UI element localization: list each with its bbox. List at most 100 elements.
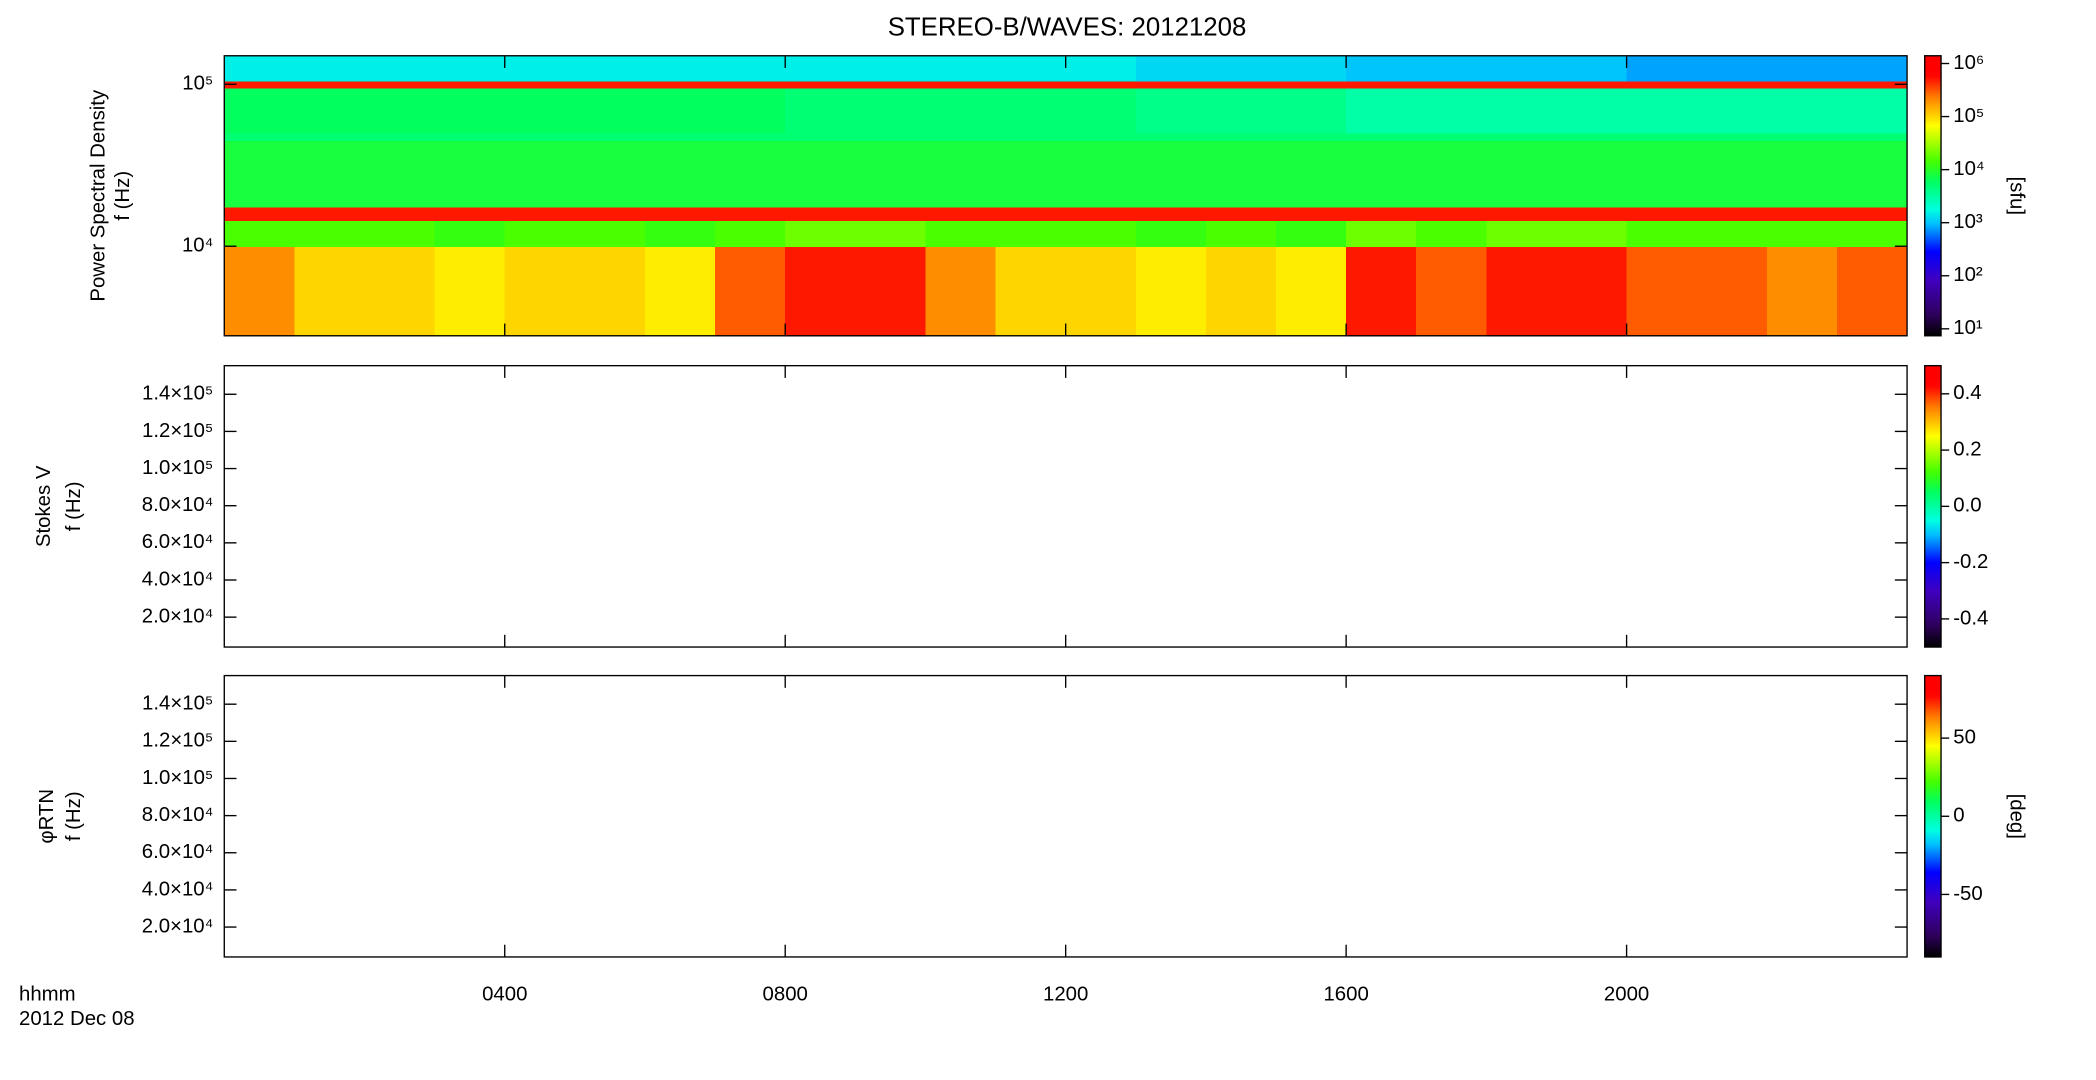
heatmap-cell: [364, 140, 436, 208]
heatmap-cell: [504, 133, 576, 142]
heatmap-cell: [294, 87, 366, 134]
x-tick-label: 2000: [1604, 983, 1649, 1005]
heatmap-cell: [1276, 133, 1347, 142]
heatmap-cell: [434, 220, 506, 247]
heatmap-cell: [925, 55, 997, 82]
heatmap-cell: [785, 246, 857, 337]
heatmap-cell: [294, 133, 366, 142]
heatmap-cell: [1836, 133, 1908, 142]
colorbar-tick-label: 0: [1953, 805, 1964, 827]
colorbar-tick-label: 10¹: [1953, 317, 1983, 339]
heatmap-cell: [855, 133, 927, 142]
heatmap-cell: [855, 80, 927, 89]
heatmap-cell: [1276, 80, 1347, 89]
heatmap-cell: [855, 206, 927, 221]
heatmap-cell: [1766, 140, 1838, 208]
heatmap-cell: [1836, 140, 1908, 208]
heatmap-cell: [1486, 206, 1558, 221]
x-axis-date: 2012 Dec 08: [19, 1008, 135, 1030]
heatmap-cell: [1626, 206, 1698, 221]
heatmap-cell: [1416, 220, 1488, 247]
heatmap-cell: [1205, 206, 1277, 221]
y-tick-label: 10⁵: [182, 73, 213, 95]
heatmap-cell: [504, 87, 576, 134]
heatmap-cell: [925, 80, 997, 89]
panel: 10⁴ 10⁵ Power Spectral Density f (Hz) 10¹ 10²…: [88, 52, 2028, 339]
heatmap-cell: [434, 87, 506, 134]
heatmap-cell: [995, 133, 1067, 142]
heatmap-cell: [1416, 140, 1488, 208]
colorbar-tick-label: 0.2: [1953, 438, 1981, 460]
heatmap-cell: [1416, 80, 1488, 89]
heatmap-cell: [224, 133, 296, 142]
y-tick-label: 1.0×10⁵: [142, 767, 213, 789]
heatmap-cell: [1135, 80, 1207, 89]
colorbar-label: [sfu]: [2005, 177, 2027, 216]
heatmap-cell: [364, 246, 436, 337]
y-tick-label: 8.0×10⁴: [142, 804, 214, 826]
heatmap-cell: [1556, 133, 1628, 142]
y-axis-label: Power Spectral Density: [88, 89, 110, 302]
heatmap-cell: [1346, 220, 1417, 247]
heatmap-cell: [1416, 55, 1488, 82]
heatmap-cell: [1416, 206, 1488, 221]
heatmap-cell: [1626, 87, 1698, 134]
heatmap-cell: [1626, 246, 1698, 337]
colorbar-tick-label: 10⁶: [1953, 52, 1984, 74]
heatmap-cell: [925, 87, 997, 134]
heatmap-cell: [715, 220, 786, 247]
y-axis-label: φRTN: [36, 789, 58, 844]
heatmap-cell: [1346, 87, 1417, 134]
y-tick-label: 1.4×10⁵: [142, 693, 213, 715]
heatmap-cell: [364, 87, 436, 134]
y-axis-label: f (Hz): [63, 481, 85, 531]
heatmap-cell: [434, 133, 506, 142]
heatmap-cell: [644, 87, 716, 134]
panel: 2.0×10⁴ 4.0×10⁴ 6.0×10⁴ 8.0×10⁴ 1.0×10⁵ 1.2×1…: [33, 364, 1988, 648]
heatmap-cell: [434, 140, 506, 208]
heatmap-cell: [504, 220, 576, 247]
heatmap-cell: [785, 80, 857, 89]
colorbar: [1924, 674, 1942, 958]
heatmap-cell: [1205, 80, 1277, 89]
heatmap-cell: [1556, 246, 1628, 337]
heatmap-cell: [574, 133, 646, 142]
heatmap-cell: [1135, 220, 1207, 247]
heatmap-cell: [1276, 206, 1347, 221]
y-tick-label: 8.0×10⁴: [142, 494, 214, 516]
heatmap-cell: [1416, 87, 1488, 134]
heatmap-cell: [925, 246, 997, 337]
heatmap-cell: [574, 246, 646, 337]
colorbar-tick-label: 10⁵: [1953, 105, 1984, 127]
heatmap-cell: [1276, 246, 1347, 337]
heatmap-cell: [294, 55, 366, 82]
heatmap-cell: [995, 87, 1067, 134]
chart-title: STEREO-B/WAVES: 20121208: [888, 13, 1247, 41]
heatmap-cell: [995, 220, 1067, 247]
y-axis-label: Stokes V: [33, 465, 55, 547]
heatmap-cell: [1556, 80, 1628, 89]
x-tick-label: 0400: [482, 983, 527, 1005]
heatmap-cell: [715, 87, 786, 134]
heatmap-cell: [1766, 133, 1838, 142]
panel: 2.0×10⁴ 4.0×10⁴ 6.0×10⁴ 8.0×10⁴ 1.0×10⁵ 1.2×1…: [36, 674, 2027, 1005]
x-tick-label: 1600: [1323, 983, 1368, 1005]
heatmap-cell: [364, 55, 436, 82]
heatmap-cell: [855, 140, 927, 208]
heatmap-cell: [1556, 55, 1628, 82]
heatmap-cell: [1205, 87, 1277, 134]
y-tick-label: 6.0×10⁴: [142, 841, 214, 863]
heatmap-cell: [1836, 87, 1908, 134]
y-tick-label: 1.2×10⁵: [142, 730, 213, 752]
heatmap-cell: [644, 246, 716, 337]
heatmap-cell: [364, 133, 436, 142]
heatmap-cell: [1766, 206, 1838, 221]
heatmap-cell: [1486, 55, 1558, 82]
heatmap-cell: [925, 140, 997, 208]
heatmap-cell: [715, 80, 786, 89]
heatmap-cell: [644, 206, 716, 221]
heatmap-cell: [504, 80, 576, 89]
heatmap-cell: [1486, 140, 1558, 208]
heatmap-cell: [1696, 55, 1768, 82]
